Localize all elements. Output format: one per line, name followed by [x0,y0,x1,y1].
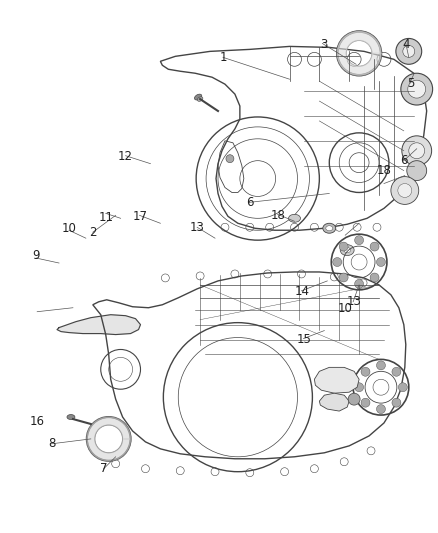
Circle shape [333,257,342,266]
Circle shape [226,155,234,163]
Circle shape [391,176,419,204]
Text: 5: 5 [407,77,414,90]
Circle shape [407,160,427,181]
Circle shape [377,257,385,266]
Text: 2: 2 [89,225,96,239]
Circle shape [339,242,348,251]
Circle shape [370,242,379,251]
Circle shape [409,143,425,159]
Text: 1: 1 [219,51,227,64]
Circle shape [398,183,412,197]
Circle shape [377,405,385,414]
Circle shape [401,73,433,105]
Text: 11: 11 [99,211,113,224]
Text: 10: 10 [61,222,76,235]
Circle shape [398,383,407,392]
Text: 8: 8 [48,438,55,450]
Text: 14: 14 [294,285,309,298]
Ellipse shape [326,226,333,231]
Ellipse shape [344,248,351,253]
Text: 9: 9 [32,249,40,262]
Polygon shape [314,367,359,393]
Circle shape [396,38,422,64]
Circle shape [339,273,348,282]
Text: 3: 3 [320,37,327,51]
Ellipse shape [340,245,354,255]
Text: 4: 4 [403,37,410,51]
Ellipse shape [67,415,75,419]
Circle shape [355,236,364,245]
Circle shape [377,361,385,370]
Ellipse shape [194,94,202,100]
Text: 16: 16 [30,415,45,428]
Circle shape [402,136,431,166]
Text: 7: 7 [100,462,107,475]
Polygon shape [57,314,141,335]
Circle shape [408,80,426,98]
Circle shape [392,367,401,376]
Circle shape [355,279,364,288]
Ellipse shape [198,97,203,101]
Polygon shape [337,31,381,75]
Polygon shape [319,393,349,411]
Circle shape [348,393,360,405]
Text: 17: 17 [132,209,147,223]
Circle shape [392,398,401,407]
Circle shape [403,45,415,58]
Text: 13: 13 [190,221,205,235]
Circle shape [361,367,370,376]
Text: 12: 12 [118,150,133,163]
Text: 13: 13 [346,295,361,309]
Text: 15: 15 [297,333,311,346]
Text: 10: 10 [338,302,353,316]
Text: 6: 6 [400,154,408,167]
Text: 18: 18 [270,209,285,222]
Ellipse shape [323,223,336,233]
Text: 18: 18 [377,164,392,176]
Text: 6: 6 [246,197,253,209]
Ellipse shape [289,214,300,222]
Polygon shape [87,417,131,461]
Circle shape [361,398,370,407]
Circle shape [370,273,379,282]
Circle shape [355,383,364,392]
